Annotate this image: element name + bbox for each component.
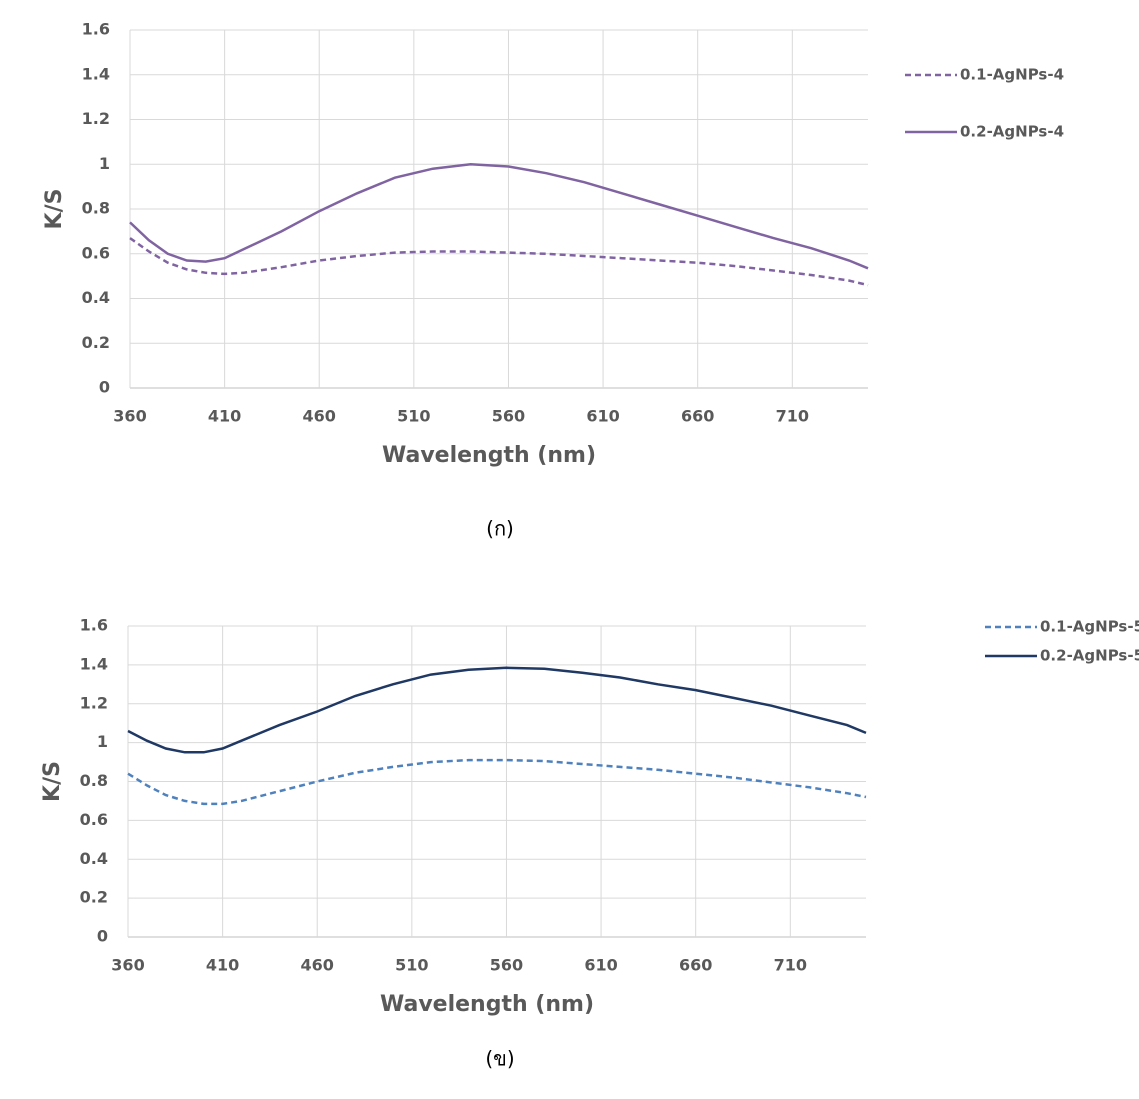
- x-tick-label: 360: [111, 956, 144, 975]
- x-tick-label: 610: [584, 956, 617, 975]
- y-tick-label: 0: [97, 927, 108, 946]
- legend-label: 0.1-AgNPs-5: [1040, 618, 1139, 636]
- y-tick-label: 1.4: [80, 654, 108, 673]
- x-tick-label: 410: [208, 407, 241, 426]
- data-line: [129, 237, 869, 287]
- y-tick-label: 1.2: [80, 693, 108, 712]
- y-tick-label: 0.8: [80, 771, 108, 790]
- y-tick-label: 0.4: [82, 288, 110, 307]
- data-line: [127, 758, 867, 806]
- x-axis-label: Wavelength (nm): [382, 443, 596, 468]
- x-tick-label: 510: [397, 407, 430, 426]
- x-tick-label: 360: [113, 407, 146, 426]
- x-axis-label: Wavelength (nm): [380, 992, 594, 1017]
- x-tick-label: 460: [303, 407, 336, 426]
- x-tick-label: 660: [681, 407, 714, 426]
- caption: (ก): [486, 517, 514, 541]
- data-line: [129, 163, 869, 270]
- y-tick-label: 0.2: [82, 333, 110, 352]
- y-axis-label: K/S: [40, 761, 65, 802]
- legend-label: 0.2-AgNPs-5: [1040, 647, 1139, 665]
- x-tick-label: 560: [490, 956, 523, 975]
- x-tick-label: 710: [776, 407, 809, 426]
- legend-label: 0.2-AgNPs-4: [960, 123, 1064, 141]
- y-axis-label: K/S: [42, 189, 67, 230]
- x-tick-label: 660: [679, 956, 712, 975]
- y-tick-label: 1.2: [82, 109, 110, 128]
- x-tick-label: 410: [206, 956, 239, 975]
- y-tick-label: 0.6: [80, 810, 108, 829]
- x-tick-label: 460: [301, 956, 334, 975]
- data-line: [127, 666, 867, 754]
- y-tick-label: 1: [99, 154, 110, 173]
- legend-label: 0.1-AgNPs-4: [960, 66, 1064, 84]
- y-tick-label: 0.8: [82, 199, 110, 218]
- y-tick-label: 0: [99, 378, 110, 397]
- y-tick-label: 0.6: [82, 243, 110, 262]
- caption: (ข): [485, 1047, 514, 1071]
- x-tick-label: 560: [492, 407, 525, 426]
- x-tick-label: 510: [395, 956, 428, 975]
- x-tick-label: 710: [774, 956, 807, 975]
- y-tick-label: 1.4: [82, 64, 110, 83]
- y-tick-label: 1.6: [80, 616, 108, 635]
- y-tick-label: 0.2: [80, 888, 108, 907]
- y-tick-label: 0.4: [80, 849, 108, 868]
- y-tick-label: 1: [97, 732, 108, 751]
- y-tick-label: 1.6: [82, 20, 110, 39]
- x-tick-label: 610: [586, 407, 619, 426]
